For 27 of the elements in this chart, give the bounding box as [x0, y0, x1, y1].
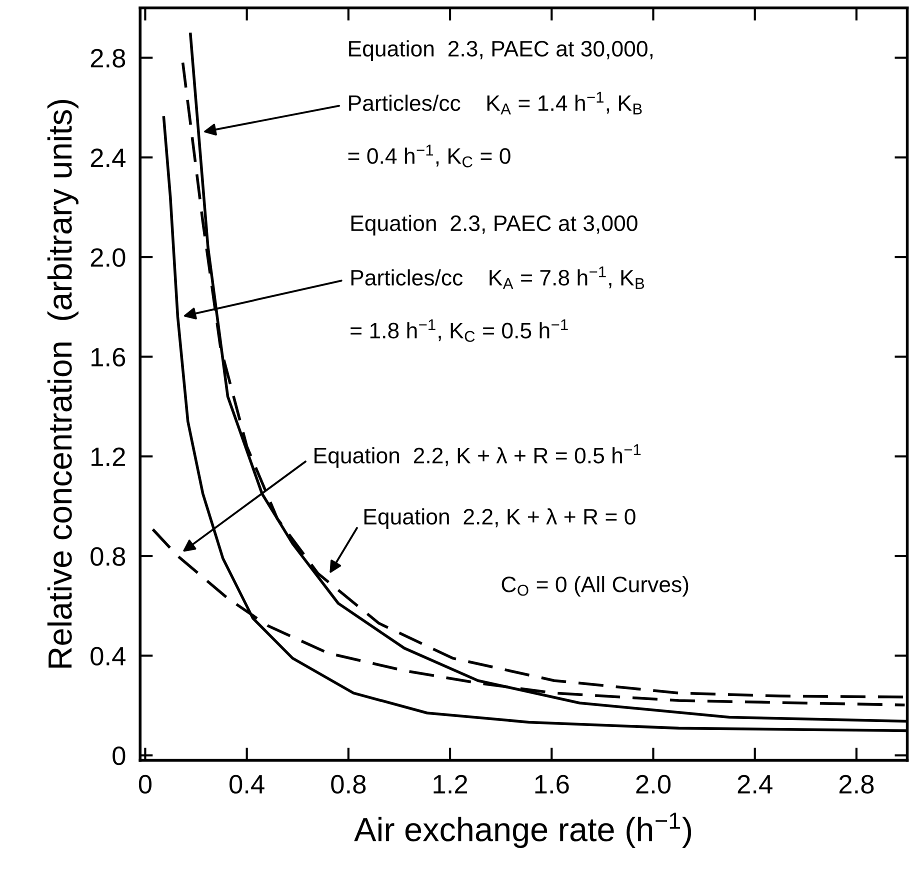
annotation: = 1.8 h$^{−1}$, K$_{C}$ = 0.5 h$^{−1}$ [350, 319, 568, 342]
annotation: Particles/cc K$_{A}$ = 7.8 h$^{−1}$, K$_{B}$ [351, 266, 644, 289]
x-tick-label: 0.8 [331, 774, 366, 794]
y-tick-label: 1.6 [92, 348, 126, 367]
x-tick-label: 2.4 [738, 774, 772, 794]
x-axis-title: Air exchange rate (h$^{−1}$) [354, 812, 692, 848]
annotation: Particles/cc K$_{A}$ = 1.4 h$^{−1}$, K$_{B}$ [349, 92, 642, 114]
x-tick-label: 1.6 [535, 774, 569, 794]
y-tick-label: 2.4 [90, 148, 126, 167]
y-tick-label: 0 [112, 746, 126, 766]
x-tick-label: 0 [138, 774, 152, 794]
y-axis-title: Relative concentration (arbitrary units) [47, 100, 78, 668]
y-tick-label: 1.2 [92, 448, 125, 466]
x-tick-label: 2.8 [839, 774, 874, 794]
annotation: = 0.4 h$^{−1}$, K$_{C}$ = 0 [348, 144, 510, 168]
annotation: Equation 2.3, PAEC at 3,000 [351, 214, 638, 236]
y-tick-label: 0.4 [90, 646, 126, 666]
annotation: Equation 2.3, PAEC at 30,000, [349, 40, 652, 61]
x-tick-label: 2.0 [636, 774, 671, 794]
y-tick-label: 0.8 [90, 547, 126, 566]
y-tick-label: 2.8 [90, 48, 126, 68]
x-tick-label: 0.4 [230, 774, 264, 794]
x-tick-label: 1.2 [434, 774, 468, 794]
annotation: Equation 2.2, K + λ + R = 0.5 h$^{−1}$ [314, 444, 641, 468]
annotation: C$_{O}$ = 0 (All Curves) [502, 576, 688, 597]
annotation: Equation 2.2, K + λ + R = 0 [364, 508, 636, 529]
y-tick-label: 2.0 [90, 248, 126, 267]
